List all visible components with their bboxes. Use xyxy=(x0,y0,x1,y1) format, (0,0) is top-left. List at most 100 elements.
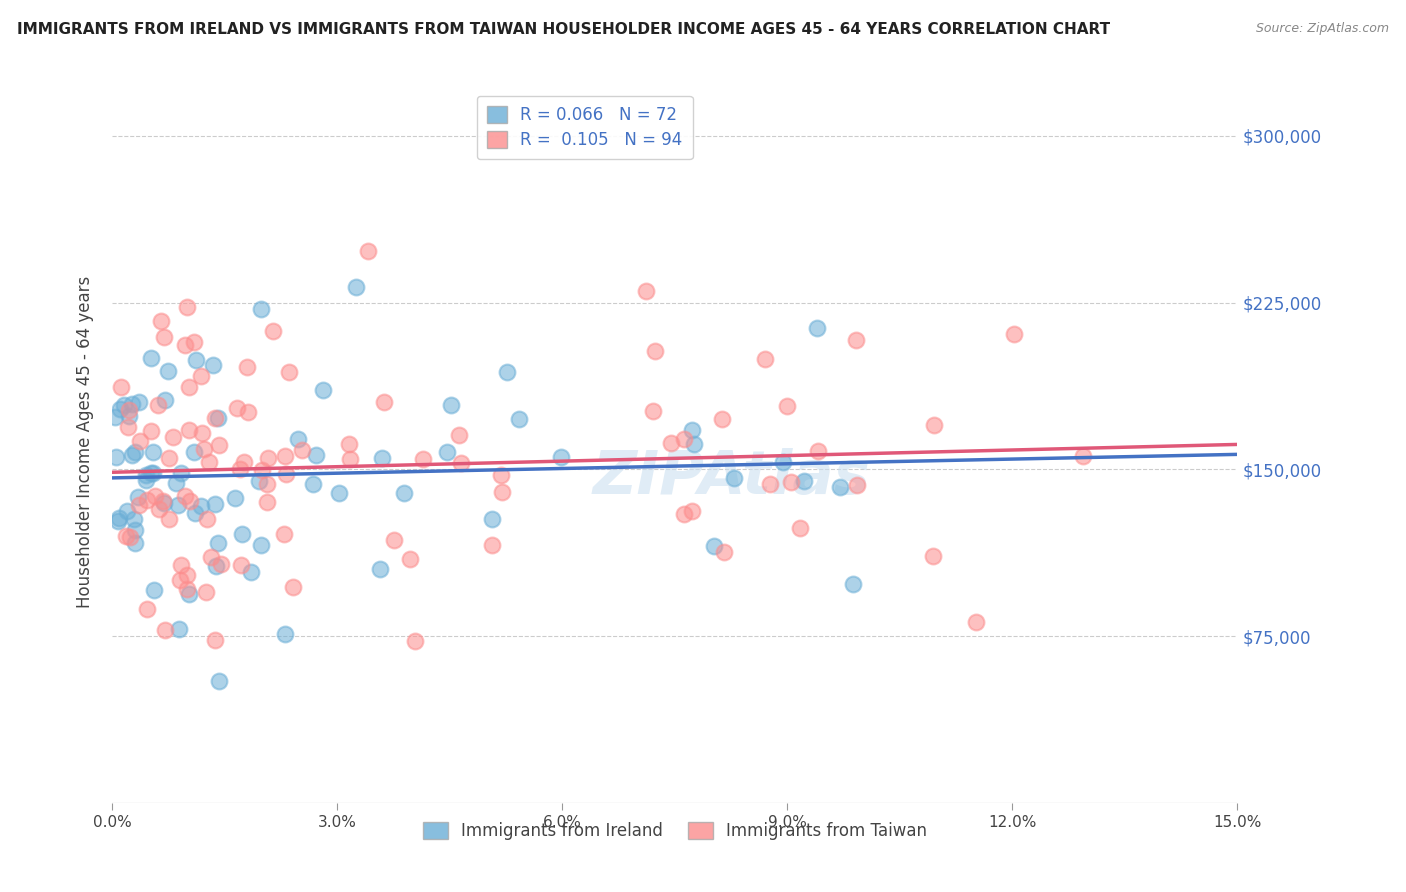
Point xyxy=(128,434,150,449)
Point xyxy=(759,476,782,491)
Point xyxy=(1071,449,1094,463)
Point xyxy=(115,504,138,518)
Point xyxy=(250,301,273,316)
Point xyxy=(806,321,828,335)
Point xyxy=(226,401,249,415)
Point xyxy=(236,360,259,375)
Point xyxy=(110,379,132,393)
Point xyxy=(641,404,664,418)
Point xyxy=(177,380,200,394)
Point xyxy=(789,521,811,535)
Point xyxy=(274,450,297,464)
Point xyxy=(108,510,131,524)
Point xyxy=(153,496,176,510)
Point xyxy=(224,491,246,505)
Point xyxy=(176,568,198,582)
Point xyxy=(772,454,794,468)
Point xyxy=(312,383,335,397)
Point xyxy=(190,425,212,440)
Point xyxy=(257,450,280,465)
Point xyxy=(283,580,305,594)
Point xyxy=(302,477,325,491)
Point xyxy=(173,489,195,503)
Point xyxy=(644,343,666,358)
Point xyxy=(337,436,360,450)
Point xyxy=(250,463,273,477)
Point xyxy=(287,432,309,446)
Point xyxy=(357,244,380,258)
Text: ZIPAtlas: ZIPAtlas xyxy=(592,448,870,508)
Point xyxy=(148,502,170,516)
Point xyxy=(508,411,530,425)
Point xyxy=(682,437,704,451)
Point xyxy=(373,394,395,409)
Point xyxy=(392,486,415,500)
Point xyxy=(162,430,184,444)
Point xyxy=(157,364,180,378)
Point xyxy=(190,500,212,514)
Point xyxy=(205,558,228,573)
Point xyxy=(179,587,201,601)
Point xyxy=(776,399,799,413)
Point xyxy=(183,445,205,459)
Point xyxy=(128,395,150,409)
Point xyxy=(229,558,252,573)
Point xyxy=(141,424,163,438)
Point xyxy=(167,622,190,636)
Point xyxy=(262,325,284,339)
Point xyxy=(965,615,987,629)
Point xyxy=(127,491,149,505)
Point xyxy=(135,473,157,487)
Point xyxy=(233,455,256,469)
Point xyxy=(240,566,263,580)
Point xyxy=(183,335,205,350)
Point xyxy=(174,337,197,351)
Point xyxy=(404,634,426,648)
Point xyxy=(681,423,703,437)
Point xyxy=(754,351,776,366)
Point xyxy=(672,432,695,446)
Point xyxy=(152,494,174,508)
Point xyxy=(710,412,733,426)
Point xyxy=(204,497,226,511)
Point xyxy=(229,462,252,476)
Point xyxy=(328,486,350,500)
Point xyxy=(193,442,215,456)
Point xyxy=(153,330,176,344)
Y-axis label: Householder Income Ages 45 - 64 years: Householder Income Ages 45 - 64 years xyxy=(76,276,94,607)
Point xyxy=(249,538,271,552)
Point xyxy=(550,450,572,464)
Point xyxy=(204,632,226,647)
Point xyxy=(634,284,657,298)
Point xyxy=(202,358,225,372)
Point xyxy=(207,535,229,549)
Point xyxy=(153,624,176,638)
Point xyxy=(371,450,394,465)
Point xyxy=(440,398,463,412)
Point xyxy=(208,438,231,452)
Point xyxy=(922,549,945,563)
Legend: Immigrants from Ireland, Immigrants from Taiwan: Immigrants from Ireland, Immigrants from… xyxy=(415,814,935,848)
Point xyxy=(107,514,129,528)
Point xyxy=(489,468,512,483)
Point xyxy=(200,549,222,564)
Point xyxy=(828,480,851,494)
Point xyxy=(841,576,863,591)
Point xyxy=(207,411,229,425)
Point xyxy=(122,512,145,526)
Point xyxy=(121,397,143,411)
Point xyxy=(135,468,157,483)
Text: IMMIGRANTS FROM IRELAND VS IMMIGRANTS FROM TAIWAN HOUSEHOLDER INCOME AGES 45 - 6: IMMIGRANTS FROM IRELAND VS IMMIGRANTS FR… xyxy=(17,22,1109,37)
Point xyxy=(169,573,191,587)
Point xyxy=(495,365,517,379)
Point xyxy=(194,585,217,599)
Text: Source: ZipAtlas.com: Source: ZipAtlas.com xyxy=(1256,22,1389,36)
Point xyxy=(157,450,180,465)
Point xyxy=(723,471,745,485)
Point xyxy=(277,365,299,379)
Point xyxy=(157,512,180,526)
Point xyxy=(118,403,141,417)
Point xyxy=(176,301,198,315)
Point xyxy=(118,531,141,545)
Point xyxy=(382,533,405,547)
